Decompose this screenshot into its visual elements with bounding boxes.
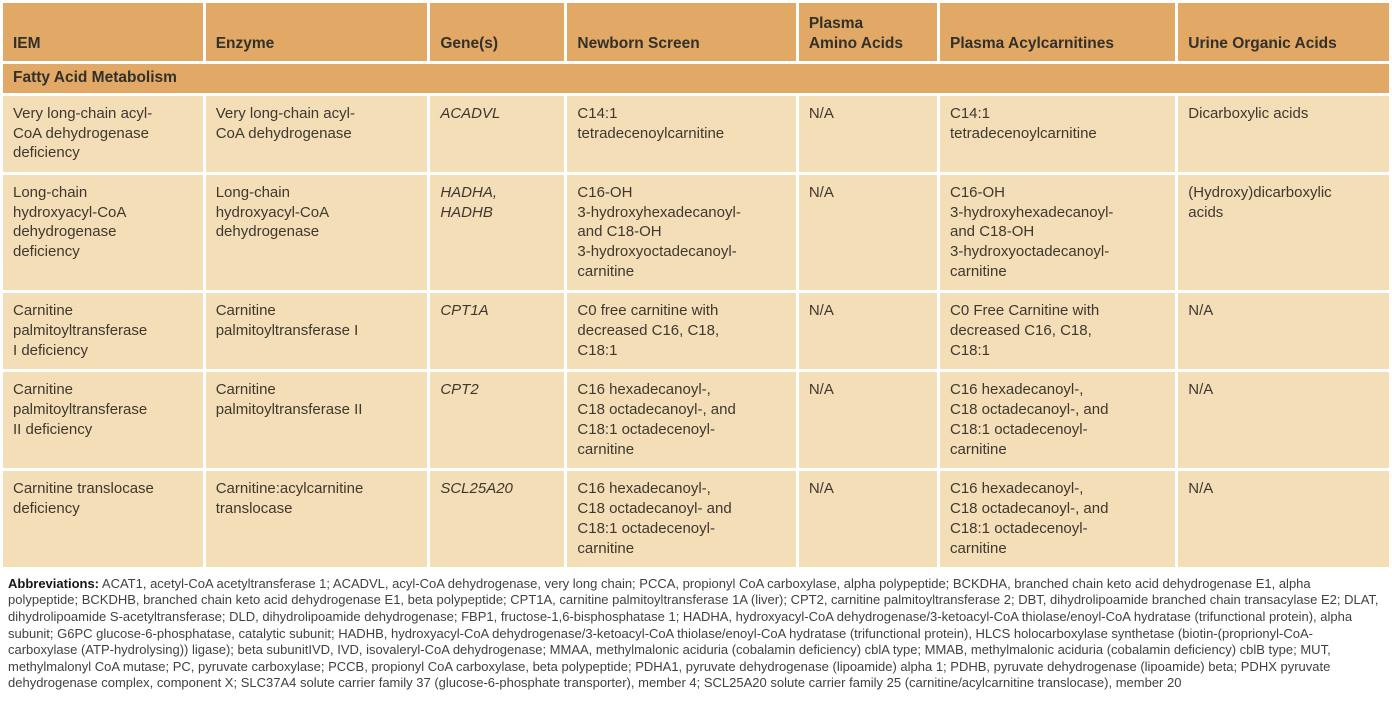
cell-plasma-acylcarnitines: C14:1 tetradecenoylcarnitine: [940, 95, 1176, 172]
cell-iem: Long-chain hydroxyacyl-CoA dehydrogenase…: [3, 174, 203, 291]
cell-plasma-acylcarnitines: C0 Free Carnitine with decreased C16, C1…: [940, 293, 1176, 370]
column-header-genes: Gene(s): [430, 3, 565, 61]
cell-plasma-amino-acids: N/A: [798, 174, 937, 291]
cell-plasma-amino-acids: N/A: [798, 95, 937, 172]
cell-urine-organic-acids: Dicarboxylic acids: [1178, 95, 1389, 172]
table-row: Very long-chain acyl- CoA dehydrogenase …: [3, 95, 1389, 172]
cell-iem: Carnitine palmitoyltransferase I deficie…: [3, 293, 203, 370]
cell-iem: Very long-chain acyl- CoA dehydrogenase …: [3, 95, 203, 172]
cell-genes: HADHA, HADHB: [430, 174, 565, 291]
cell-genes: CPT2: [430, 372, 565, 468]
cell-genes: ACADVL: [430, 95, 565, 172]
cell-newborn-screen: C16 hexadecanoyl-, C18 octadecanoyl- and…: [567, 470, 796, 567]
cell-plasma-amino-acids: N/A: [798, 470, 937, 567]
cell-urine-organic-acids: N/A: [1178, 372, 1389, 468]
cell-newborn-screen: C0 free carnitine with decreased C16, C1…: [567, 293, 796, 370]
cell-enzyme: Carnitine palmitoyltransferase I: [205, 293, 428, 370]
cell-plasma-acylcarnitines: C16 hexadecanoyl-, C18 octadecanoyl-, an…: [940, 372, 1176, 468]
column-header-iem: IEM: [3, 3, 203, 61]
cell-iem: Carnitine translocase deficiency: [3, 470, 203, 567]
column-header-urine-organic-acids: Urine Organic Acids: [1178, 3, 1389, 61]
column-header-plasma-acylcarnitines: Plasma Acylcarnitines: [940, 3, 1176, 61]
cell-urine-organic-acids: N/A: [1178, 470, 1389, 567]
cell-plasma-acylcarnitines: C16 hexadecanoyl-, C18 octadecanoyl-, an…: [940, 470, 1176, 567]
cell-enzyme: Carnitine palmitoyltransferase II: [205, 372, 428, 468]
cell-genes: SCL25A20: [430, 470, 565, 567]
table-row: Long-chain hydroxyacyl-CoA dehydrogenase…: [3, 174, 1389, 291]
cell-newborn-screen: C14:1 tetradecenoylcarnitine: [567, 95, 796, 172]
column-header-plasma-amino-acids: Plasma Amino Acids: [798, 3, 937, 61]
abbreviations-text: ACAT1, acetyl-CoA acetyltransferase 1; A…: [8, 575, 1379, 691]
cell-enzyme: Long-chain hydroxyacyl-CoA dehydrogenase: [205, 174, 428, 291]
cell-genes: CPT1A: [430, 293, 565, 370]
cell-plasma-amino-acids: N/A: [798, 293, 937, 370]
section-row-fatty-acid-metabolism: Fatty Acid Metabolism: [3, 64, 1389, 93]
cell-iem: Carnitine palmitoyltransferase II defici…: [3, 372, 203, 468]
cell-urine-organic-acids: (Hydroxy)dicarboxylic acids: [1178, 174, 1389, 291]
cell-urine-organic-acids: N/A: [1178, 293, 1389, 370]
section-title: Fatty Acid Metabolism: [3, 64, 1389, 93]
column-header-newborn-screen: Newborn Screen: [567, 3, 796, 61]
column-header-enzyme: Enzyme: [205, 3, 428, 61]
abbreviations-label: Abbreviations:: [8, 575, 100, 591]
table-header-row: IEM Enzyme Gene(s) Newborn Screen Plasma…: [3, 3, 1389, 61]
table-row: Carnitine translocase deficiency Carniti…: [3, 470, 1389, 567]
cell-newborn-screen: C16 hexadecanoyl-, C18 octadecanoyl-, an…: [567, 372, 796, 468]
cell-plasma-acylcarnitines: C16-OH 3-hydroxyhexadecanoyl- and C18-OH…: [940, 174, 1176, 291]
cell-enzyme: Very long-chain acyl- CoA dehydrogenase: [205, 95, 428, 172]
table-row: Carnitine palmitoyltransferase II defici…: [3, 372, 1389, 468]
table-row: Carnitine palmitoyltransferase I deficie…: [3, 293, 1389, 370]
iem-fatty-acid-metabolism-table: IEM Enzyme Gene(s) Newborn Screen Plasma…: [3, 3, 1389, 567]
cell-enzyme: Carnitine:acylcarnitine translocase: [205, 470, 428, 567]
abbreviations-footnote: Abbreviations: ACAT1, acetyl-CoA acetylt…: [0, 574, 1392, 698]
cell-newborn-screen: C16-OH 3-hydroxyhexadecanoyl- and C18-OH…: [567, 174, 796, 291]
cell-plasma-amino-acids: N/A: [798, 372, 937, 468]
